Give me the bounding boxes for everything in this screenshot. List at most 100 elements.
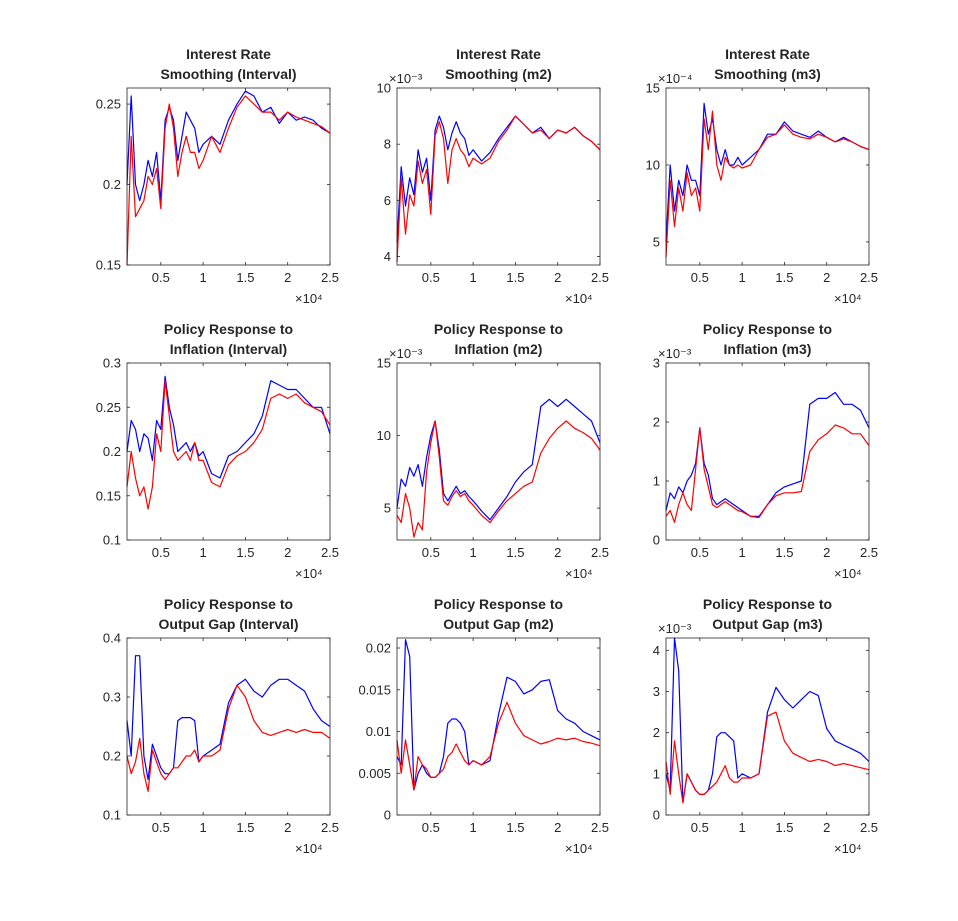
y-tick-label: 0.25 — [96, 400, 121, 415]
x-tick-label: 1 — [470, 270, 477, 285]
y-tick-label: 3 — [653, 684, 660, 699]
x-tick-label: 1 — [739, 820, 746, 835]
x-axis-exponent: ×10⁴ — [565, 566, 593, 581]
plot-area — [127, 638, 330, 815]
x-axis-exponent: ×10⁴ — [565, 291, 593, 306]
y-tick-label: 10 — [377, 81, 391, 96]
y-tick-label: 0.015 — [358, 682, 391, 697]
y-tick-label: 5 — [653, 234, 660, 249]
x-tick-label: 0.5 — [422, 820, 440, 835]
chart-title: Smoothing (m2) — [445, 66, 552, 82]
x-tick-label: 2 — [823, 545, 830, 560]
x-tick-label: 1.5 — [506, 820, 524, 835]
y-tick-label: 0.15 — [96, 258, 121, 273]
x-tick-label: 1.5 — [775, 545, 793, 560]
series-line-1 — [126, 90, 331, 202]
y-tick-label: 5 — [384, 501, 391, 516]
y-tick-label: 0.2 — [103, 444, 121, 459]
x-tick-label: 1.5 — [506, 545, 524, 560]
axes-box — [396, 362, 601, 541]
x-tick-label: 2.5 — [860, 820, 878, 835]
chart-panel-3: 0.5 1 1.5 2 2.5 5 10 15 ×10⁴ ×10⁻⁴ Interest Rate Sm… — [646, 46, 879, 306]
x-tick-label: 0.5 — [691, 270, 709, 285]
y-tick-label: 0.1 — [103, 533, 121, 548]
x-axis-exponent: ×10⁴ — [295, 841, 323, 856]
x-tick-label: 0.5 — [152, 270, 170, 285]
axes-box — [665, 362, 870, 541]
x-tick-label: 1 — [739, 270, 746, 285]
chart-title: Output Gap (m3) — [712, 616, 822, 632]
y-tick-label: 0.2 — [103, 749, 121, 764]
series-line-2 — [396, 420, 601, 538]
x-axis-exponent: ×10⁴ — [295, 291, 323, 306]
chart-panel-5: 0.5 1 1.5 2 2.5 5 10 15 ×10⁴ ×10⁻³ Policy Response… — [377, 321, 610, 581]
y-tick-label: 10 — [377, 428, 391, 443]
chart-title: Interest Rate — [186, 46, 271, 62]
x-tick-label: 1.5 — [506, 270, 524, 285]
x-tick-label: 2 — [554, 270, 561, 285]
chart-title: Policy Response to — [164, 596, 293, 612]
series-line-1 — [396, 398, 601, 521]
y-tick-label: 10 — [646, 157, 660, 172]
x-axis-exponent: ×10⁴ — [295, 566, 323, 581]
chart-panel-2: 0.5 1 1.5 2 2.5 4 6 8 10 ×10⁴ ×10⁻³ Interest Rate Sm… — [377, 46, 610, 306]
plot-area — [666, 638, 869, 815]
x-tick-label: 2.5 — [591, 820, 609, 835]
x-tick-label: 0.5 — [422, 270, 440, 285]
y-tick-label: 0 — [653, 533, 660, 548]
plot-area — [397, 638, 600, 815]
x-tick-label: 2 — [284, 820, 291, 835]
series-line-1 — [665, 102, 870, 242]
x-tick-label: 1.5 — [236, 270, 254, 285]
chart-title: Policy Response to — [164, 321, 293, 337]
x-tick-label: 2 — [823, 820, 830, 835]
y-axis-exponent: ×10⁻³ — [389, 71, 423, 86]
x-tick-label: 2 — [284, 270, 291, 285]
x-tick-label: 1 — [470, 545, 477, 560]
y-tick-label: 4 — [384, 249, 391, 264]
series-line-2 — [126, 95, 331, 266]
y-tick-label: 0.005 — [358, 766, 391, 781]
chart-title: Output Gap (m2) — [443, 616, 553, 632]
y-tick-label: 0.02 — [366, 641, 391, 656]
x-tick-label: 2.5 — [321, 270, 339, 285]
y-tick-label: 4 — [653, 643, 660, 658]
x-tick-label: 1.5 — [236, 545, 254, 560]
y-tick-label: 15 — [377, 356, 391, 371]
y-tick-label: 1 — [653, 766, 660, 781]
y-tick-label: 0.1 — [103, 808, 121, 823]
plot-area — [127, 363, 330, 540]
chart-title: Inflation (Interval) — [170, 341, 287, 357]
y-axis-exponent: ×10⁻³ — [658, 346, 692, 361]
x-axis-exponent: ×10⁴ — [834, 841, 862, 856]
y-tick-label: 0 — [384, 808, 391, 823]
axes-box — [396, 637, 601, 816]
x-tick-label: 2 — [554, 820, 561, 835]
chart-title: Policy Response to — [703, 596, 832, 612]
series-line-2 — [126, 684, 331, 792]
x-tick-label: 0.5 — [691, 820, 709, 835]
y-tick-label: 0.4 — [103, 631, 121, 646]
chart-title: Smoothing (Interval) — [160, 66, 296, 82]
x-tick-label: 2 — [284, 545, 291, 560]
y-axis-exponent: ×10⁻⁴ — [658, 71, 693, 86]
chart-panel-6: 0.5 1 1.5 2 2.5 0 1 2 3 ×10⁴ ×10⁻³ Policy Response … — [653, 321, 878, 581]
x-tick-label: 1.5 — [775, 820, 793, 835]
axes-box — [665, 87, 870, 266]
x-tick-label: 2 — [823, 270, 830, 285]
x-tick-label: 2 — [554, 545, 561, 560]
axes-box — [396, 87, 601, 266]
x-tick-label: 2.5 — [321, 545, 339, 560]
x-tick-label: 1 — [200, 820, 207, 835]
x-tick-label: 2.5 — [321, 820, 339, 835]
y-tick-label: 2 — [653, 415, 660, 430]
series-line-1 — [396, 639, 601, 791]
y-tick-label: 1 — [653, 474, 660, 489]
x-tick-label: 1.5 — [236, 820, 254, 835]
x-tick-label: 1 — [200, 545, 207, 560]
y-tick-label: 6 — [384, 193, 391, 208]
chart-panel-4: 0.5 1 1.5 2 2.5 0.1 0.15 0.2 0.25 0.3 ×10⁴ Policy R… — [96, 321, 339, 581]
x-tick-label: 0.5 — [691, 545, 709, 560]
x-axis-exponent: ×10⁴ — [834, 566, 862, 581]
